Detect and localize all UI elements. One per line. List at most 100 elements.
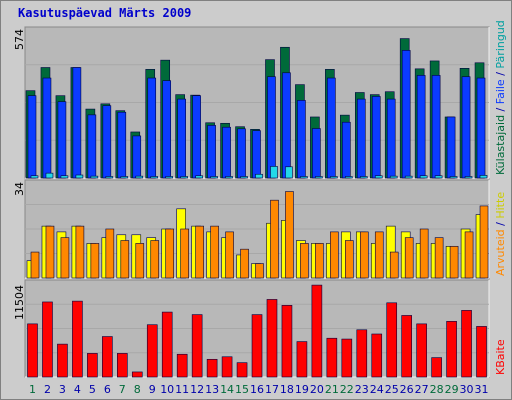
bar-computers-26: [404, 237, 414, 279]
x-tick-31: 31: [475, 383, 489, 396]
x-tick-1: 1: [29, 383, 36, 396]
x-tick-22: 22: [340, 383, 354, 396]
bar-kbytes-3: [57, 343, 68, 378]
bar-files-7: [117, 111, 127, 179]
x-tick-15: 15: [235, 383, 249, 396]
x-tick-28: 28: [430, 383, 444, 396]
bar-kbytes-22: [341, 338, 353, 378]
bottom-ymax-label: 11504: [13, 285, 26, 320]
bar-requests-25: [389, 175, 398, 179]
bar-requests-8: [135, 175, 144, 179]
bar-computers-25: [389, 251, 399, 279]
bar-computers-17: [270, 199, 279, 279]
x-tick-5: 5: [89, 383, 96, 396]
legend-files: Faile: [494, 79, 507, 105]
bar-files-16: [252, 130, 261, 179]
bar-files-1: [27, 95, 37, 179]
bar-computers-14: [225, 231, 234, 279]
bar-files-21: [327, 77, 336, 179]
bar-kbytes-9: [146, 324, 158, 378]
bar-computers-6: [105, 228, 115, 279]
bar-computers-30: [464, 231, 474, 279]
x-tick-16: 16: [250, 383, 264, 396]
bar-computers-12: [195, 225, 204, 279]
x-tick-7: 7: [119, 383, 126, 396]
bottom-right-legend: KBaite: [494, 339, 507, 375]
x-tick-11: 11: [175, 383, 189, 396]
bar-files-24: [371, 96, 381, 179]
bar-files-19: [297, 100, 306, 179]
x-tick-23: 23: [355, 383, 369, 396]
bar-kbytes-12: [191, 314, 203, 378]
bar-kbytes-18: [281, 305, 293, 378]
legend-sep-3: /: [494, 218, 507, 230]
bar-requests-6: [105, 176, 114, 179]
bar-computers-13: [210, 225, 219, 279]
x-tick-14: 14: [220, 383, 234, 396]
legend-kbytes: KBaite: [494, 339, 507, 375]
x-tick-19: 19: [295, 383, 309, 396]
bar-files-22: [342, 121, 351, 179]
x-tick-4: 4: [74, 383, 81, 396]
bar-files-17: [267, 76, 276, 179]
bar-kbytes-28: [431, 357, 442, 378]
bar-files-30: [461, 76, 471, 179]
bar-files-12: [192, 95, 201, 179]
x-tick-13: 13: [205, 383, 219, 396]
bar-requests-4: [75, 174, 84, 179]
bar-computers-27: [419, 228, 429, 279]
middle-ymax-label: 34: [13, 182, 26, 196]
bar-files-3: [57, 101, 67, 179]
bar-computers-31: [479, 205, 489, 279]
bar-kbytes-6: [102, 336, 113, 378]
bar-kbytes-31: [476, 326, 487, 378]
bar-requests-19: [300, 176, 308, 179]
bar-requests-16: [255, 173, 263, 179]
x-tick-24: 24: [370, 383, 384, 396]
bar-kbytes-29: [446, 321, 457, 378]
bar-requests-30: [464, 176, 473, 179]
bar-computers-1: [30, 251, 40, 279]
bar-requests-9: [150, 176, 159, 179]
bar-files-27: [416, 75, 426, 179]
legend-hits: Hitte: [494, 191, 507, 219]
top-ymax-label: 574: [13, 29, 26, 50]
bar-computers-7: [120, 240, 130, 279]
bar-requests-14: [225, 176, 233, 179]
bar-files-9: [147, 77, 157, 179]
x-tick-20: 20: [310, 383, 324, 396]
bar-requests-12: [195, 175, 203, 179]
bar-kbytes-11: [176, 353, 188, 378]
bar-requests-15: [240, 176, 248, 179]
bar-computers-18: [285, 191, 294, 279]
bar-computers-2: [45, 225, 55, 279]
x-tick-26: 26: [400, 383, 414, 396]
bar-files-6: [102, 105, 112, 179]
bar-requests-27: [419, 175, 428, 179]
bar-kbytes-2: [42, 301, 53, 378]
x-tick-21: 21: [325, 383, 339, 396]
bar-requests-26: [404, 175, 413, 179]
bar-requests-20: [315, 176, 323, 179]
bar-computers-23: [359, 231, 369, 279]
bar-files-28: [431, 75, 441, 179]
bar-computers-19: [300, 243, 309, 279]
bar-kbytes-4: [72, 300, 83, 378]
bar-files-29: [446, 116, 456, 179]
bar-computers-5: [90, 243, 100, 279]
bar-kbytes-8: [131, 371, 143, 378]
bar-computers-9: [150, 240, 160, 279]
bar-files-8: [132, 135, 142, 179]
bar-files-15: [237, 128, 246, 179]
bar-computers-22: [345, 240, 354, 279]
legend-sep-2: /: [494, 68, 507, 80]
bar-requests-17: [270, 166, 278, 179]
bar-requests-22: [345, 176, 353, 179]
bar-requests-28: [434, 175, 443, 179]
bar-requests-7: [120, 176, 129, 179]
bar-kbytes-10: [161, 311, 173, 378]
x-tick-6: 6: [104, 383, 111, 396]
bar-requests-29: [449, 176, 458, 179]
bar-kbytes-1: [27, 323, 38, 378]
